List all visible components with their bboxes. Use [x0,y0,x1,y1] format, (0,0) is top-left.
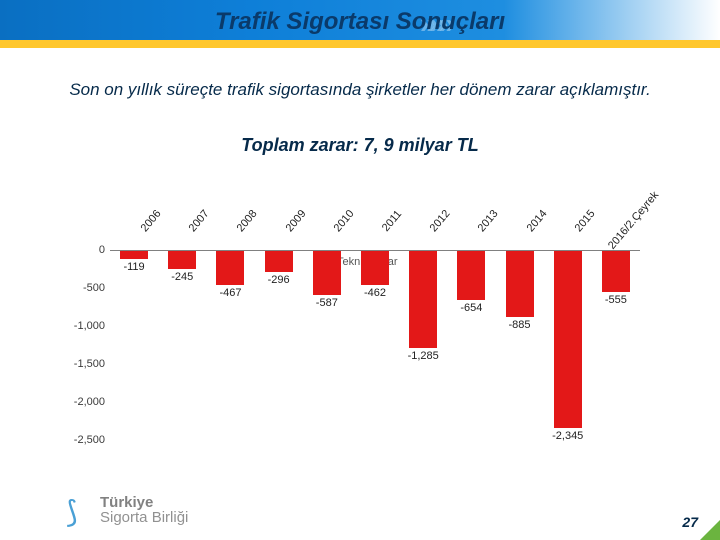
bar [168,250,196,269]
logo-line1: Türkiye [100,494,153,511]
category-label: 2016/2.Çeyrek [606,190,660,251]
bar [602,250,630,292]
y-tick: -1,500 [65,358,105,370]
slide: »»» Trafik Sigortası Sonuçları Son on yı… [0,0,720,540]
category-label: 2006 [124,190,178,251]
bar-value-label: -462 [352,287,398,299]
plot-area: Teknik Zarar 0-500-1,000-1,500-2,000-2,5… [110,250,640,440]
loss-chart: Teknik Zarar 0-500-1,000-1,500-2,000-2,5… [60,170,660,460]
logo-line2: Sigorta Birliği [100,509,188,526]
category-label: 2008 [220,190,274,251]
logo-icon: ⟆ [66,497,78,529]
bar-value-label: -587 [304,297,350,309]
corner-fold-icon [700,520,720,540]
slide-subtitle: Son on yıllık süreçte trafik sigortasınd… [40,80,680,100]
bar [409,250,437,348]
bar-value-label: -467 [207,287,253,299]
category-label: 2009 [269,190,323,251]
bar-value-label: -654 [448,302,494,314]
bar-value-label: -885 [497,319,543,331]
slide-boldline: Toplam zarar: 7, 9 milyar TL [40,135,680,156]
slide-title: Trafik Sigortası Sonuçları [0,8,720,36]
bar [361,250,389,285]
bar-value-label: -296 [256,274,302,286]
y-tick: -2,000 [65,396,105,408]
category-label: 2015 [558,190,612,251]
category-label: 2012 [413,190,467,251]
y-tick: 0 [65,244,105,256]
x-axis [110,250,640,251]
category-label: 2007 [172,190,226,251]
bar [265,250,293,272]
bar-value-label: -1,285 [400,350,446,362]
bar-value-label: -555 [593,294,639,306]
category-label: 2013 [461,190,515,251]
y-tick: -500 [65,282,105,294]
bar [554,250,582,428]
category-label: 2014 [510,190,564,251]
footer-logo: ⟆ Türkiye Sigorta Birliği [100,495,188,527]
bar-value-label: -245 [159,271,205,283]
bar [457,250,485,300]
bar [313,250,341,295]
bar-value-label: -119 [111,261,157,273]
bar [120,250,148,259]
y-tick: -1,000 [65,320,105,332]
bar-value-label: -2,345 [545,430,591,442]
category-label: 2010 [317,190,371,251]
y-tick: -2,500 [65,434,105,446]
category-label: 2011 [365,190,419,251]
bar [216,250,244,285]
bar [506,250,534,317]
page-number: 27 [682,514,698,530]
